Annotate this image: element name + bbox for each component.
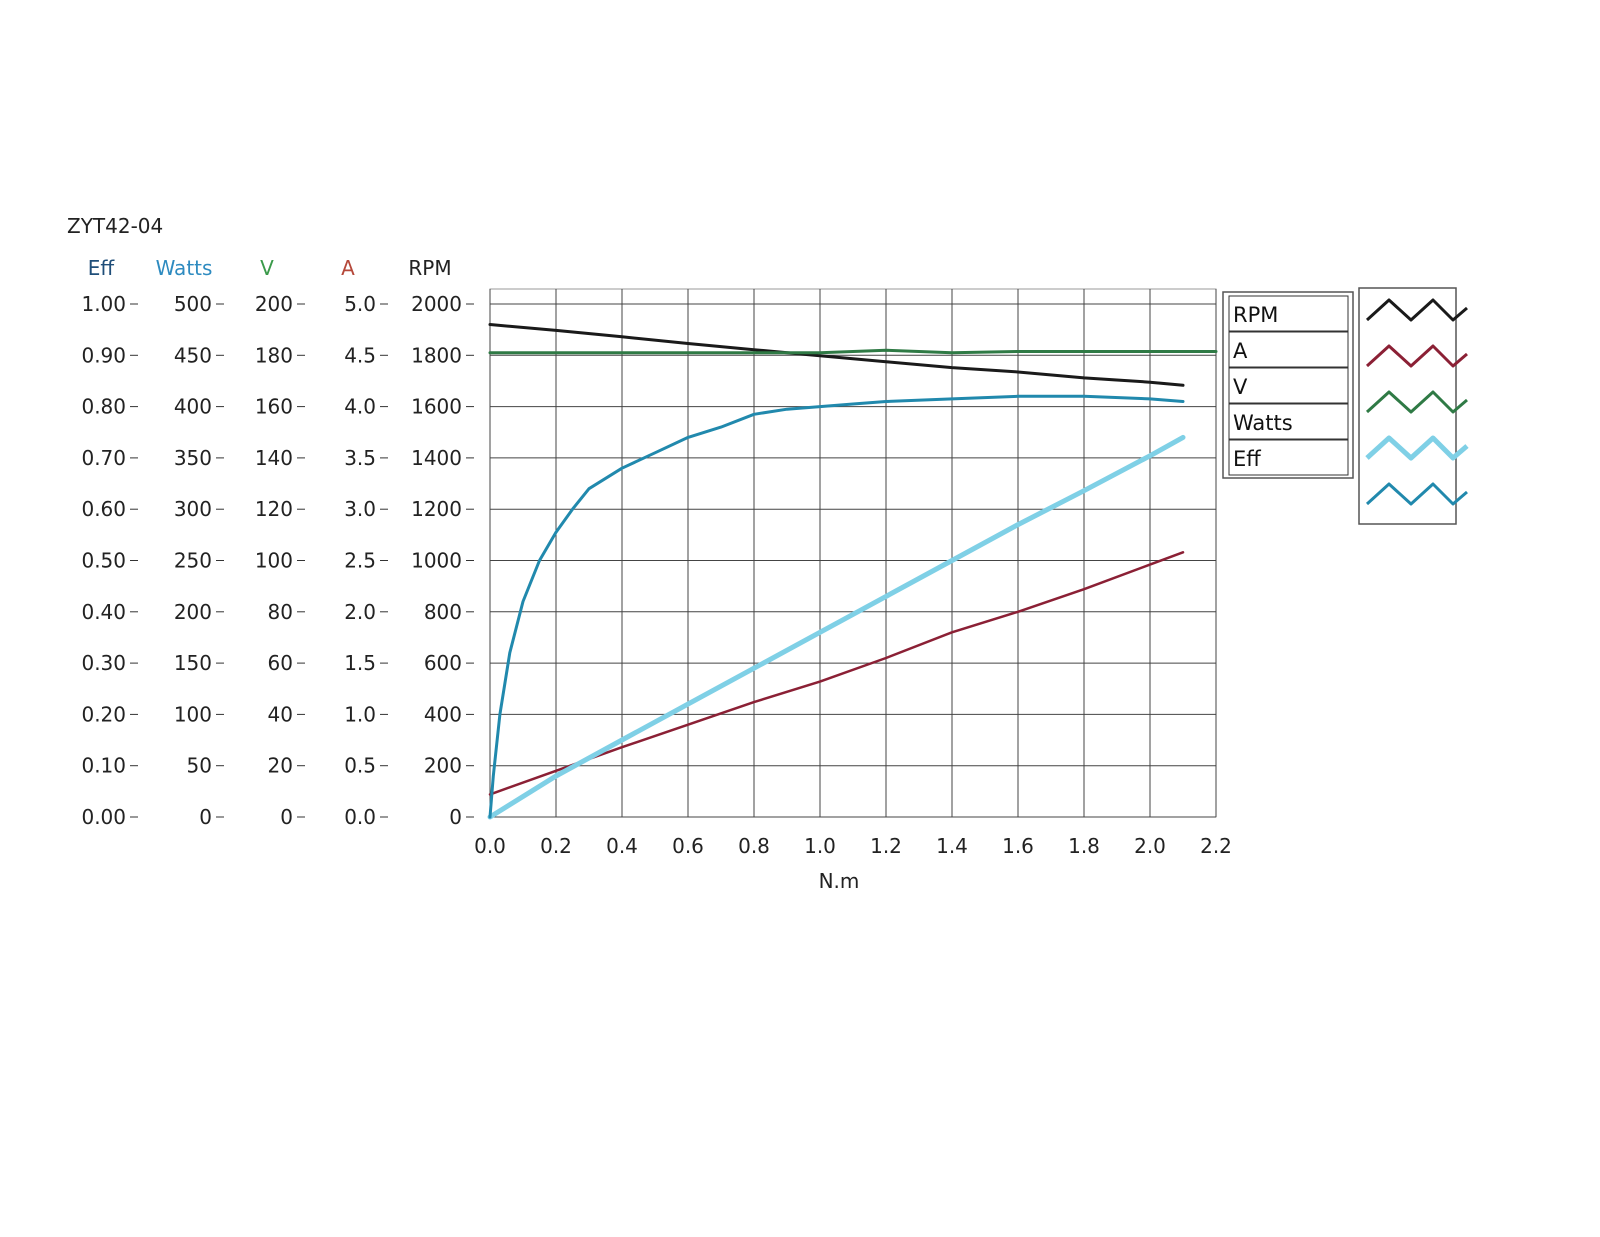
y-tick-label-rpm: 200 [424, 754, 462, 778]
y-tick-label-watts: 200 [174, 600, 212, 624]
y-tick-label-a: 2.5 [344, 549, 376, 573]
series-line-v [488, 348, 1218, 355]
legend-label-eff: Eff [1233, 447, 1261, 471]
y-tick-label-v: 140 [255, 446, 293, 470]
y-tick-label-a: 4.0 [344, 395, 376, 419]
y-tick-label-watts: 450 [174, 343, 212, 367]
chart-title: ZYT42-04 [67, 214, 163, 238]
y-tick-label-watts: 350 [174, 446, 212, 470]
y-tick-label-watts: 50 [187, 754, 212, 778]
legend-swatch-rpm [1365, 298, 1468, 322]
y-tick-label-watts: 250 [174, 549, 212, 573]
x-tick-label: 0.8 [738, 834, 770, 858]
y-tick-label-rpm: 1600 [411, 395, 462, 419]
y-tick-label-eff: 0.70 [81, 446, 126, 470]
y-tick-label-v: 40 [268, 702, 293, 726]
legend-label-watts: Watts [1233, 411, 1293, 435]
y-tick-label-a: 1.0 [344, 702, 376, 726]
y-tick-label-eff: 0.00 [81, 805, 126, 829]
y-tick-label-v: 160 [255, 395, 293, 419]
legend-label-a: A [1233, 339, 1248, 363]
y-tick-label-rpm: 600 [424, 651, 462, 675]
y-tick-label-a: 2.0 [344, 600, 376, 624]
legend-row [1228, 439, 1349, 476]
y-tick-label-eff: 0.80 [81, 395, 126, 419]
legend-swatch-a [1365, 344, 1468, 368]
series-line-watts [487, 434, 1186, 820]
x-tick-label: 1.2 [870, 834, 902, 858]
legend-swatch-v [1365, 390, 1468, 414]
y-tick-label-watts: 500 [174, 292, 212, 316]
x-tick-label: 1.8 [1068, 834, 1100, 858]
axis-header-eff: Eff [88, 256, 116, 280]
series-line-a [488, 551, 1185, 796]
legend-row [1228, 331, 1349, 368]
x-tick-label: 0.4 [606, 834, 638, 858]
y-tick-label-eff: 0.30 [81, 651, 126, 675]
axis-header-watts: Watts [156, 256, 213, 280]
axis-header-v: V [260, 256, 274, 280]
y-tick-label-rpm: 1000 [411, 549, 462, 573]
plot-area [489, 288, 1217, 818]
x-tick-label: 2.2 [1200, 834, 1232, 858]
y-tick-label-eff: 0.90 [81, 343, 126, 367]
x-tick-label: 0.6 [672, 834, 704, 858]
y-tick-label-rpm: 1800 [411, 343, 462, 367]
axis-header-a: A [341, 256, 355, 280]
y-tick-label-a: 3.5 [344, 446, 376, 470]
y-tick-label-watts: 150 [174, 651, 212, 675]
y-tick-label-eff: 0.20 [81, 702, 126, 726]
y-tick-label-eff: 1.00 [81, 292, 126, 316]
x-axis-label: N.m [819, 869, 860, 893]
y-tick-label-a: 3.0 [344, 497, 376, 521]
legend-row [1228, 295, 1349, 332]
y-tick-label-v: 200 [255, 292, 293, 316]
y-tick-label-v: 120 [255, 497, 293, 521]
y-tick-label-v: 20 [268, 754, 293, 778]
series-line-eff [488, 394, 1185, 819]
y-tick-label-eff: 0.50 [81, 549, 126, 573]
x-tick-label: 0.2 [540, 834, 572, 858]
series-line-rpm [488, 323, 1185, 387]
y-tick-label-a: 0.5 [344, 754, 376, 778]
legend-label-box [1222, 291, 1354, 479]
y-tick-label-rpm: 800 [424, 600, 462, 624]
y-tick-label-rpm: 0 [449, 805, 462, 829]
y-tick-label-a: 5.0 [344, 292, 376, 316]
y-tick-label-eff: 0.10 [81, 754, 126, 778]
y-tick-label-v: 60 [268, 651, 293, 675]
x-tick-label: 0.0 [474, 834, 506, 858]
y-tick-label-rpm: 1400 [411, 446, 462, 470]
x-tick-label: 1.0 [804, 834, 836, 858]
legend-swatch-box [1358, 287, 1457, 525]
y-tick-label-v: 180 [255, 343, 293, 367]
y-tick-label-a: 1.5 [344, 651, 376, 675]
y-tick-label-watts: 100 [174, 702, 212, 726]
legend-label-v: V [1233, 375, 1248, 399]
y-tick-label-v: 0 [280, 805, 293, 829]
y-tick-label-v: 80 [268, 600, 293, 624]
y-tick-label-watts: 400 [174, 395, 212, 419]
axis-header-rpm: RPM [408, 256, 451, 280]
legend-swatch-watts [1365, 435, 1469, 461]
y-tick-label-a: 4.5 [344, 343, 376, 367]
x-tick-label: 1.4 [936, 834, 968, 858]
legend-row [1228, 367, 1349, 404]
x-tick-label: 1.6 [1002, 834, 1034, 858]
legend-row [1228, 403, 1349, 440]
y-tick-label-rpm: 2000 [411, 292, 462, 316]
y-tick-label-watts: 300 [174, 497, 212, 521]
y-tick-label-v: 100 [255, 549, 293, 573]
legend: RPM AV Watts Eff [1222, 287, 1469, 525]
legend-swatch-eff [1365, 482, 1468, 506]
y-tick-label-rpm: 1200 [411, 497, 462, 521]
x-tick-label: 2.0 [1134, 834, 1166, 858]
y-tick-label-rpm: 400 [424, 702, 462, 726]
y-tick-label-eff: 0.60 [81, 497, 126, 521]
y-tick-label-a: 0.0 [344, 805, 376, 829]
y-tick-label-watts: 0 [199, 805, 212, 829]
legend-label-rpm: RPM [1233, 303, 1278, 327]
y-tick-label-eff: 0.40 [81, 600, 126, 624]
